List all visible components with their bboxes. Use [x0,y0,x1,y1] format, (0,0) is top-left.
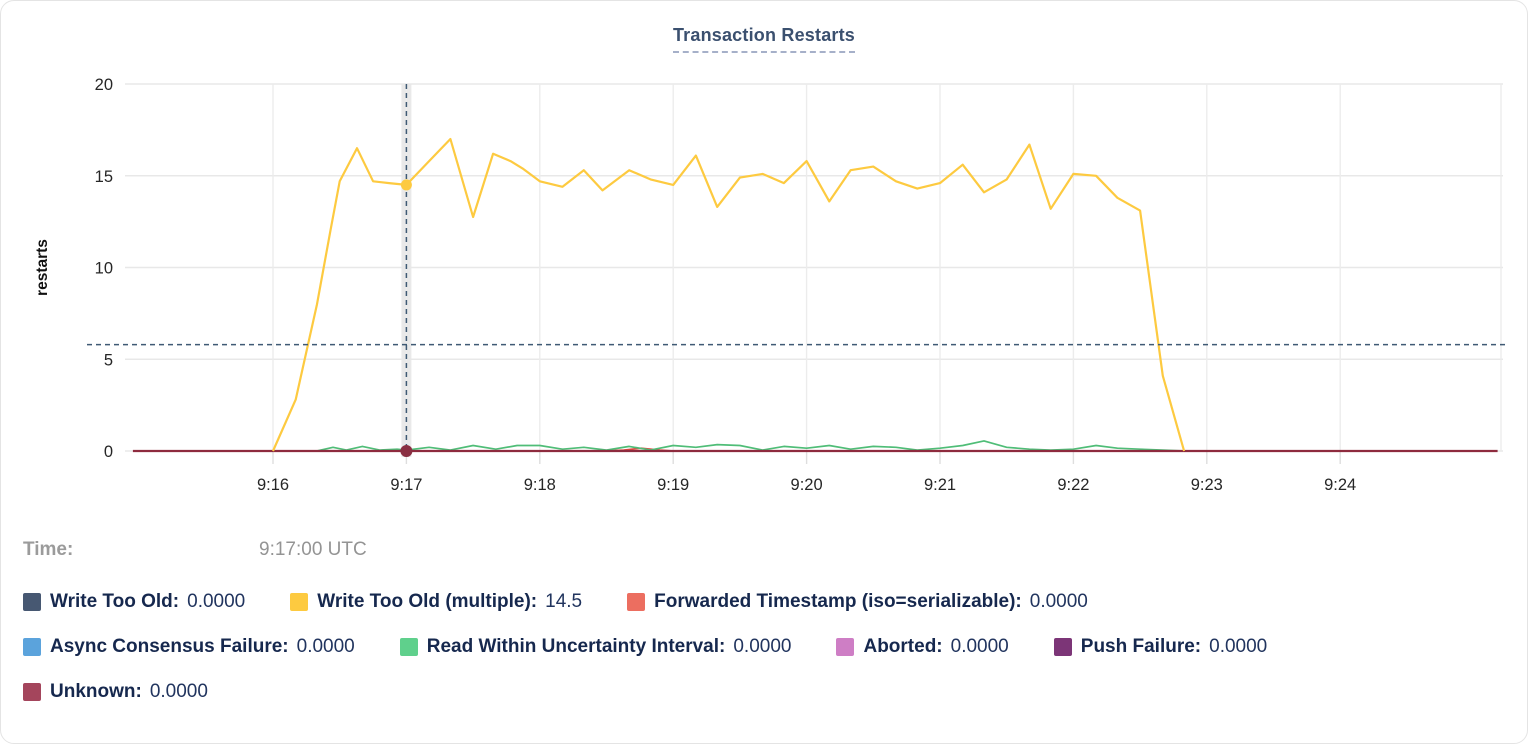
crosshair-dot-unknown [400,445,413,457]
x-tick-label-9-20: 9:20 [791,476,823,494]
x-tick-label-9-16: 9:16 [257,476,289,494]
y-tick-label-10: 10 [95,260,113,278]
legend-value: 0.0000 [187,591,246,612]
legend-swatch-async-consensus-failure [23,638,41,656]
tooltip-time-row: Time: 9:17:00 UTC [23,539,1503,563]
legend-swatch-read-within-uncertainty-interval [399,638,418,656]
legend-swatch-unknown [23,683,41,701]
tooltip-time-label: Time: [23,539,74,560]
legend-label: Write Too Old: [50,591,180,612]
y-tick-label-20: 20 [95,76,113,94]
legend-label: Aborted: [863,636,943,657]
legend-item-read-within-uncertainty-interval: Read Within Uncertainty Interval: 0.0000 [399,636,792,658]
legend-label: Push Failure: [1080,636,1202,657]
legend-label: Async Consensus Failure: [50,636,289,657]
legend-value: 0.0000 [149,681,208,702]
chart-title[interactable]: Transaction Restarts [672,25,856,53]
tooltip-time-value: 9:17:00 UTC [259,539,367,560]
legend-value: 0.0000 [950,636,1009,657]
legend-label: Read Within Uncertainty Interval: [426,636,726,657]
chart-canvas[interactable]: 0 5 10 15 20 9:16 9:17 9:18 9:19 9:20 9:21 9:22 9:23… [1,1,1528,521]
legend-value: 0.0000 [1209,636,1268,657]
x-tick-label-9-18: 9:18 [524,476,556,494]
y-tick-label-0: 0 [104,443,113,461]
y-axis-label: restarts [34,239,51,296]
legend-swatch-write-too-old-multiple [290,593,309,611]
x-tick-label-9-22: 9:22 [1057,476,1089,494]
legend: Write Too Old: 0.0000 Write Too Old (multi… [23,587,1511,722]
legend-value: 14.5 [545,591,583,612]
legend-row-1: Write Too Old: 0.0000 Write Too Old (multi… [23,587,1511,617]
legend-value: 0.0000 [296,636,355,657]
x-tick-label-9-24: 9:24 [1324,476,1356,494]
legend-item-forwarded-timestamp-iso-serializable: Forwarded Timestamp (iso=serializable): 0… [627,591,1088,613]
x-tick-label-9-19: 9:19 [657,476,689,494]
chart-title-wrap: Transaction Restarts [1,25,1527,53]
legend-label: Unknown: [50,681,142,702]
legend-item-aborted: Aborted: 0.0000 [836,636,1009,658]
legend-swatch-write-too-old [23,593,41,611]
x-tick-label-9-21: 9:21 [924,476,956,494]
legend-value: 0.0000 [733,636,792,657]
legend-item-async-consensus-failure: Async Consensus Failure: 0.0000 [23,636,355,658]
legend-value: 0.0000 [1029,591,1088,612]
series-line-read-within-uncertainty-interval [316,440,1185,452]
legend-label: Forwarded Timestamp (iso=serializable): [654,591,1022,612]
legend-swatch-aborted [836,638,855,656]
crosshair-dot-write-too-old-multiple [400,179,412,191]
legend-swatch-push-failure [1053,638,1072,656]
y-tick-label-15: 15 [95,168,113,186]
y-tick-label-5: 5 [104,351,113,369]
series-line-write-too-old-multiple [271,137,1186,452]
legend-swatch-forwarded-timestamp-iso-serializable [627,593,646,611]
legend-row-3: Unknown: 0.0000 [23,677,1511,707]
legend-item-unknown: Unknown: 0.0000 [23,681,208,703]
x-tick-label-9-23: 9:23 [1191,476,1223,494]
legend-label: Write Too Old (multiple): [317,591,538,612]
legend-row-2: Async Consensus Failure: 0.0000 Read Withi… [23,632,1511,662]
legend-item-write-too-old: Write Too Old: 0.0000 [23,591,245,613]
legend-item-push-failure: Push Failure: 0.0000 [1053,636,1268,658]
x-tick-label-9-17: 9:17 [390,476,422,494]
legend-item-write-too-old-multiple: Write Too Old (multiple): 14.5 [290,591,582,613]
